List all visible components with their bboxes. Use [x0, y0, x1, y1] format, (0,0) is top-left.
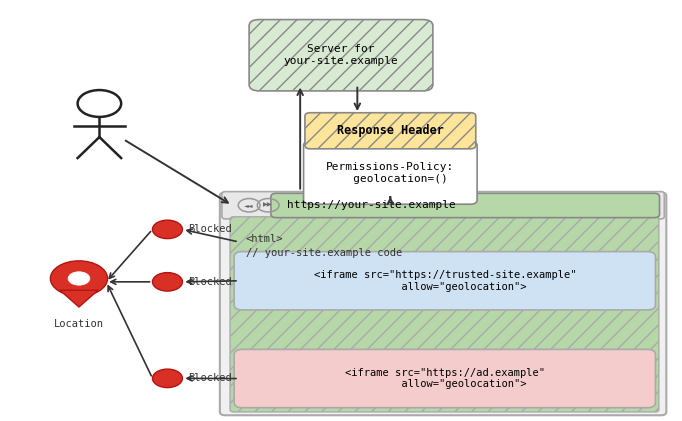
- FancyBboxPatch shape: [249, 20, 433, 91]
- Text: Blocked: Blocked: [188, 277, 232, 287]
- Circle shape: [153, 220, 182, 239]
- Text: ◄◄: ◄◄: [244, 203, 254, 208]
- FancyBboxPatch shape: [305, 113, 476, 149]
- Text: Server for
your-site.example: Server for your-site.example: [284, 45, 398, 66]
- Circle shape: [153, 369, 182, 388]
- Text: https://your-site.example: https://your-site.example: [286, 200, 456, 210]
- FancyBboxPatch shape: [222, 192, 664, 219]
- Text: ▶▶: ▶▶: [263, 203, 273, 208]
- Text: Blocked: Blocked: [188, 224, 232, 234]
- Polygon shape: [60, 290, 98, 307]
- Text: Blocked: Blocked: [188, 373, 232, 384]
- FancyBboxPatch shape: [271, 193, 659, 218]
- FancyBboxPatch shape: [303, 141, 477, 204]
- FancyBboxPatch shape: [234, 349, 655, 408]
- Text: Location: Location: [54, 319, 104, 329]
- Circle shape: [153, 273, 182, 291]
- Text: <iframe src="https://trusted-site.example"
      allow="geolocation">: <iframe src="https://trusted-site.exampl…: [314, 270, 576, 292]
- Text: <iframe src="https://ad.example"
      allow="geolocation">: <iframe src="https://ad.example" allow="…: [345, 368, 545, 389]
- Circle shape: [68, 272, 90, 285]
- Text: Response Header: Response Header: [337, 124, 444, 137]
- Circle shape: [50, 261, 108, 296]
- FancyBboxPatch shape: [230, 217, 659, 412]
- Text: Permissions-Policy:
   geolocation=(): Permissions-Policy: geolocation=(): [326, 162, 454, 184]
- Text: <html>
// your-site.example code: <html> // your-site.example code: [246, 234, 402, 258]
- FancyBboxPatch shape: [220, 192, 666, 415]
- FancyBboxPatch shape: [234, 252, 655, 310]
